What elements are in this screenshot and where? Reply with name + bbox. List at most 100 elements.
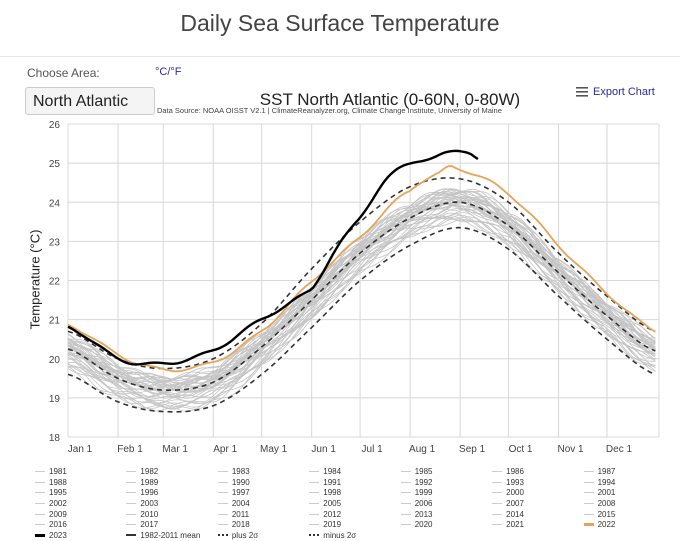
legend-swatch-icon bbox=[217, 534, 228, 537]
legend-label: 2016 bbox=[49, 520, 67, 530]
legend-label: 1997 bbox=[231, 488, 250, 498]
legend-label: 1991 bbox=[323, 477, 342, 487]
legend-swatch-icon bbox=[126, 470, 137, 472]
legend-label: 1984 bbox=[323, 466, 342, 476]
legend-item[interactable]: minus 2σ bbox=[309, 530, 400, 541]
legend-label: 2018 bbox=[231, 520, 250, 530]
legend-item[interactable]: 1989 bbox=[126, 477, 217, 488]
y-tick-label: 18 bbox=[49, 433, 61, 444]
legend-label: 1982 bbox=[140, 466, 159, 476]
legend-swatch-icon bbox=[492, 513, 503, 515]
legend-item[interactable]: 2002 bbox=[35, 498, 126, 509]
legend-item[interactable]: 1988 bbox=[35, 477, 126, 488]
legend-item[interactable]: 2016 bbox=[35, 519, 126, 530]
legend-item[interactable]: 1982 bbox=[126, 466, 217, 477]
legend-item[interactable]: 1997 bbox=[217, 487, 309, 498]
y-tick-label: 23 bbox=[49, 237, 61, 248]
legend-item[interactable]: 1991 bbox=[309, 477, 400, 488]
legend-label: 2020 bbox=[414, 520, 433, 530]
legend-item[interactable]: 2000 bbox=[492, 487, 583, 498]
legend-label: 1986 bbox=[506, 466, 524, 476]
legend-item[interactable]: 1982-2011 mean bbox=[126, 530, 217, 541]
series-line-2013 bbox=[67, 201, 656, 395]
legend-item[interactable]: 2008 bbox=[583, 498, 675, 509]
legend-swatch-icon bbox=[309, 524, 320, 526]
legend-label: 2003 bbox=[140, 498, 159, 508]
legend-item[interactable]: 2020 bbox=[400, 519, 492, 530]
legend-swatch-icon bbox=[492, 502, 503, 504]
legend-label: 1982-2011 mean bbox=[140, 530, 201, 540]
legend-item[interactable]: 2001 bbox=[583, 487, 675, 498]
x-tick-label: Jun 1 bbox=[311, 444, 336, 455]
legend-swatch-icon bbox=[35, 524, 45, 526]
legend-item[interactable]: 1994 bbox=[583, 477, 675, 488]
export-chart-button[interactable]: Export Chart bbox=[576, 86, 655, 98]
legend-item[interactable]: 2021 bbox=[492, 519, 583, 530]
legend-item[interactable]: 1998 bbox=[309, 487, 400, 498]
legend-item[interactable]: 1996 bbox=[126, 487, 217, 498]
legend-label: 2006 bbox=[414, 498, 433, 508]
legend-item[interactable]: 1983 bbox=[217, 466, 309, 477]
legend-item[interactable]: 1981 bbox=[35, 466, 126, 477]
series-line-2009 bbox=[67, 196, 656, 389]
export-chart-label: Export Chart bbox=[593, 86, 655, 98]
legend-label: 2000 bbox=[506, 488, 524, 498]
legend-item[interactable]: 2004 bbox=[217, 498, 309, 509]
legend-item[interactable]: 2013 bbox=[400, 509, 492, 520]
legend-swatch-icon bbox=[583, 470, 594, 472]
legend-item[interactable]: 2005 bbox=[309, 498, 400, 509]
legend-label: plus 2σ bbox=[231, 530, 259, 540]
legend-swatch-icon bbox=[35, 513, 45, 515]
legend-item[interactable]: 2023 bbox=[35, 530, 126, 541]
legend-item[interactable]: 2015 bbox=[583, 509, 675, 520]
legend-item[interactable]: 1984 bbox=[309, 466, 400, 477]
legend-item[interactable]: 1995 bbox=[35, 487, 126, 498]
legend-item[interactable]: 2007 bbox=[492, 498, 583, 509]
series-line-2018 bbox=[67, 201, 656, 395]
legend-label: 2011 bbox=[231, 509, 250, 519]
legend-label: 2012 bbox=[323, 509, 342, 519]
legend-item[interactable]: 2019 bbox=[309, 519, 400, 530]
legend-item[interactable]: plus 2σ bbox=[217, 530, 309, 541]
legend-item[interactable]: 2009 bbox=[35, 509, 126, 520]
legend-item[interactable]: 1987 bbox=[583, 466, 675, 477]
y-tick-label: 19 bbox=[49, 394, 61, 405]
legend-item[interactable]: 1992 bbox=[400, 477, 492, 488]
legend-label: 2004 bbox=[231, 498, 250, 508]
legend-item[interactable]: 1985 bbox=[400, 466, 492, 477]
legend-label: 2009 bbox=[49, 509, 67, 519]
legend-label: 2002 bbox=[49, 498, 67, 508]
legend-label: 2021 bbox=[506, 520, 524, 530]
legend-item[interactable]: 2012 bbox=[309, 509, 400, 520]
legend-item[interactable]: 2017 bbox=[126, 519, 217, 530]
legend-item[interactable]: 2011 bbox=[217, 509, 309, 520]
legend-item[interactable]: 2006 bbox=[400, 498, 492, 509]
series-line-2014 bbox=[67, 200, 656, 394]
series-line-1987 bbox=[67, 215, 656, 409]
legend-swatch-icon bbox=[492, 492, 503, 494]
y-tick-label: 22 bbox=[49, 277, 61, 288]
legend-swatch-icon bbox=[126, 524, 137, 526]
legend-swatch-icon bbox=[583, 492, 594, 494]
x-tick-label: Nov 1 bbox=[558, 444, 585, 455]
legend-item[interactable]: 1999 bbox=[400, 487, 492, 498]
legend-swatch-icon bbox=[583, 481, 594, 483]
legend-item[interactable]: 2003 bbox=[126, 498, 217, 509]
series-line-2020 bbox=[67, 188, 656, 381]
legend-item[interactable]: 1993 bbox=[492, 477, 583, 488]
series-line-1988 bbox=[67, 208, 656, 404]
legend-item[interactable]: 2014 bbox=[492, 509, 583, 520]
legend-swatch-icon bbox=[126, 492, 137, 494]
legend-item[interactable]: 1986 bbox=[492, 466, 583, 477]
legend-label: 1996 bbox=[140, 488, 159, 498]
legend-item[interactable]: 2022 bbox=[583, 519, 675, 530]
area-select[interactable]: North Atlantic bbox=[25, 87, 155, 115]
y-tick-label: 21 bbox=[49, 316, 61, 327]
legend-label: 1994 bbox=[597, 477, 616, 487]
legend-item[interactable]: 2018 bbox=[217, 519, 309, 530]
legend-swatch-icon bbox=[400, 492, 411, 494]
legend-swatch-icon bbox=[400, 502, 411, 504]
legend-item[interactable]: 2010 bbox=[126, 509, 217, 520]
legend-item[interactable]: 1990 bbox=[217, 477, 309, 488]
units-toggle[interactable]: °C/°F bbox=[155, 66, 182, 78]
